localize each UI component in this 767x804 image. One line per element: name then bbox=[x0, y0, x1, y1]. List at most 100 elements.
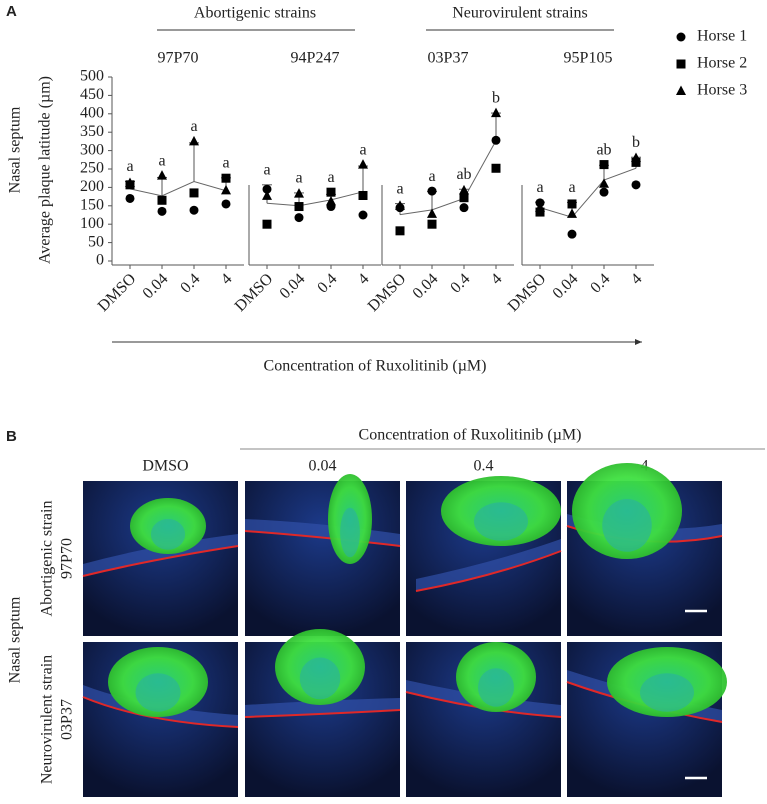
y-tick-label: 100 bbox=[80, 215, 104, 232]
y-tick-label: 50 bbox=[88, 233, 104, 250]
x-tick-label: 0.4 bbox=[314, 270, 340, 296]
point bbox=[125, 177, 135, 187]
legend-label: Horse 2 bbox=[697, 55, 747, 72]
point bbox=[567, 229, 577, 239]
point bbox=[599, 160, 609, 170]
point bbox=[326, 195, 336, 206]
point bbox=[427, 219, 437, 229]
x-axis-title: Concentration of Ruxolitinib (µM) bbox=[264, 358, 487, 375]
panel-label: A bbox=[6, 3, 17, 20]
micrograph bbox=[566, 642, 727, 797]
point bbox=[358, 210, 368, 220]
micrograph bbox=[566, 463, 723, 636]
point bbox=[157, 206, 167, 216]
group-label: Neurovirulent strains bbox=[452, 5, 588, 22]
row-label: 03P37 bbox=[59, 699, 76, 740]
strain-label: 94P247 bbox=[291, 50, 340, 67]
row-label: Neurovirulent strain bbox=[39, 655, 56, 784]
point bbox=[427, 208, 437, 218]
plaque-core bbox=[478, 668, 514, 707]
x-tick-label: DMSO bbox=[95, 270, 140, 315]
image-bg bbox=[245, 481, 400, 636]
x-tick-label: DMSO bbox=[365, 270, 410, 315]
x-tick-label: 0.04 bbox=[277, 270, 309, 302]
significance-letter: a bbox=[568, 179, 575, 196]
error-bar bbox=[189, 142, 199, 182]
significance-letter: a bbox=[396, 180, 403, 197]
point bbox=[358, 159, 368, 169]
strain-label: 03P37 bbox=[428, 50, 469, 67]
x-tick-label: 0.04 bbox=[410, 270, 442, 302]
point bbox=[262, 184, 272, 194]
epithelium-band bbox=[245, 698, 400, 717]
error-bar bbox=[358, 165, 368, 192]
plaque-core bbox=[340, 507, 360, 558]
point bbox=[189, 135, 199, 146]
plaque-core bbox=[474, 502, 528, 541]
point bbox=[262, 190, 272, 200]
point bbox=[599, 178, 609, 188]
panel-b-title: Concentration of Ruxolitinib (µM) bbox=[359, 427, 582, 444]
x-tick-label: 4 bbox=[628, 270, 646, 288]
point bbox=[631, 180, 641, 190]
significance-letter: a bbox=[158, 152, 165, 169]
point bbox=[358, 190, 368, 200]
point bbox=[395, 226, 405, 236]
strain-label: 97P70 bbox=[158, 50, 199, 67]
point bbox=[395, 200, 405, 210]
y-tick-label: 250 bbox=[80, 160, 104, 177]
significance-letter: b bbox=[632, 134, 640, 151]
row-label: Abortigenic strain bbox=[39, 501, 56, 617]
point bbox=[567, 208, 577, 218]
basement-membrane bbox=[82, 696, 239, 728]
point bbox=[491, 163, 501, 173]
micrograph bbox=[82, 481, 239, 636]
x-tick-label: DMSO bbox=[505, 270, 550, 315]
point bbox=[262, 219, 272, 229]
significance-letter: a bbox=[126, 158, 133, 175]
significance-letter: b bbox=[492, 90, 500, 107]
x-tick-label: 0.04 bbox=[140, 270, 172, 302]
point bbox=[221, 173, 231, 183]
significance-letter: a bbox=[359, 141, 366, 158]
point bbox=[567, 199, 577, 209]
y-axis-title: Average plaque latitude (µm) bbox=[37, 76, 54, 264]
significance-letter: a bbox=[428, 168, 435, 185]
x-tick-label: 4 bbox=[488, 270, 506, 288]
x-tick-label: 0.4 bbox=[447, 270, 473, 296]
mean-line bbox=[129, 180, 227, 197]
point bbox=[459, 184, 469, 195]
significance-letter: a bbox=[222, 155, 229, 172]
point bbox=[491, 135, 501, 145]
point bbox=[676, 32, 686, 42]
point bbox=[294, 202, 304, 212]
mean-line bbox=[539, 167, 637, 218]
micrograph bbox=[244, 629, 401, 797]
legend-label: Horse 1 bbox=[697, 28, 747, 45]
row-label: 97P70 bbox=[59, 538, 76, 579]
significance-letter: ab bbox=[456, 166, 471, 183]
plaque-core bbox=[150, 519, 186, 550]
significance-letter: a bbox=[295, 170, 302, 187]
y-tick-label: 0 bbox=[96, 252, 104, 269]
micrograph bbox=[82, 642, 239, 797]
basement-membrane bbox=[244, 709, 401, 718]
epithelium-band bbox=[83, 534, 238, 576]
mean-line bbox=[266, 191, 364, 207]
point bbox=[459, 193, 469, 203]
x-tick-label: 4 bbox=[218, 270, 236, 288]
point bbox=[189, 205, 199, 215]
significance-letter: a bbox=[190, 118, 197, 135]
column-label: 0.4 bbox=[474, 458, 494, 475]
point bbox=[491, 107, 501, 118]
y-tick-label: 300 bbox=[80, 141, 104, 158]
x-tick-label: 0.4 bbox=[177, 270, 203, 296]
point bbox=[326, 187, 336, 197]
point bbox=[535, 207, 545, 217]
basement-membrane bbox=[244, 530, 401, 547]
x-tick-label: 0.04 bbox=[550, 270, 582, 302]
point bbox=[294, 213, 304, 223]
significance-letter: a bbox=[263, 161, 270, 178]
micrograph bbox=[244, 474, 401, 636]
